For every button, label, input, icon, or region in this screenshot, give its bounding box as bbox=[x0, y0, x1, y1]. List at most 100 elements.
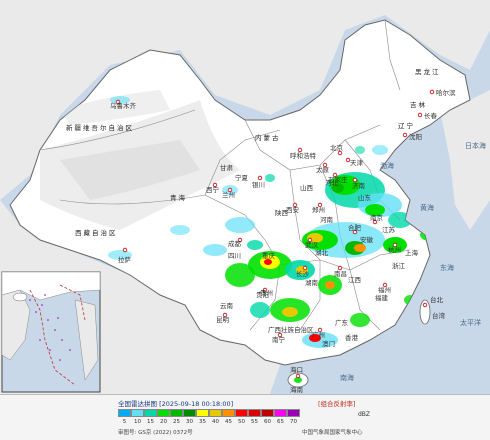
label-inner-mongolia: 内蒙古 bbox=[255, 133, 281, 142]
label-heilongjiang: 黑龙江 bbox=[415, 67, 441, 76]
label-nanjing: 南京 bbox=[370, 213, 384, 222]
label-shijiazhuang: 石家庄 bbox=[328, 175, 348, 184]
label-urumqi: 乌鲁木齐 bbox=[110, 101, 137, 110]
label-lanzhou: 兰州 bbox=[222, 190, 235, 199]
label-south-china-sea: 南海 bbox=[340, 373, 354, 382]
legend-tick-45: 45 bbox=[225, 419, 232, 425]
label-guangdong: 广东 bbox=[335, 318, 349, 327]
label-chongqing: 重庆 bbox=[262, 251, 276, 260]
legend-tick-5: 5 bbox=[122, 419, 127, 425]
legend-tick-65: 65 bbox=[277, 419, 284, 425]
label-yinchuan: 银川 bbox=[252, 180, 265, 189]
legend-color-bar bbox=[118, 409, 300, 417]
label-japan-sea: 日本海 bbox=[465, 141, 486, 150]
neighbour-land-north bbox=[0, 0, 490, 200]
label-shanxi: 山西 bbox=[300, 183, 314, 192]
label-hunan: 湖南 bbox=[305, 278, 319, 287]
label-jilin: 吉林 bbox=[410, 100, 427, 109]
label-zhengzhou: 郑州 bbox=[312, 206, 325, 214]
label-jiangsu: 江苏 bbox=[382, 225, 396, 234]
label-sichuan: 四川 bbox=[228, 252, 241, 260]
label-anhui: 安徽 bbox=[360, 235, 374, 244]
label-guangzhou: 广州 bbox=[312, 330, 325, 339]
legend-swatch-55 bbox=[248, 409, 261, 417]
label-pacific: 太平洋 bbox=[460, 318, 481, 327]
legend-unit: dBZ bbox=[358, 411, 371, 418]
region-labels: 黑龙江 吉林 辽宁 新疆维吾尔自治区 西藏自治区 青海 内蒙古 甘肃 宁夏 陕西… bbox=[66, 67, 446, 394]
taiwan-island bbox=[419, 299, 431, 325]
label-nanchang: 南昌 bbox=[334, 269, 347, 278]
label-macau: 澳门 bbox=[322, 339, 335, 348]
label-haikou: 海口 bbox=[290, 365, 303, 374]
legend-ticks: 5 10 15 20 25 30 35 40 45 50 55 60 65 70 bbox=[118, 419, 300, 425]
capital-markers bbox=[115, 89, 435, 379]
legend-tick-70: 70 bbox=[290, 419, 297, 425]
south-china-sea-inset bbox=[1, 271, 101, 393]
label-shanghai: 上海 bbox=[405, 248, 419, 257]
label-nanning: 南宁 bbox=[272, 335, 286, 344]
label-kunming: 昆明 bbox=[216, 316, 230, 324]
label-taiwan: 台湾 bbox=[432, 311, 446, 320]
legend-title: 全国雷达拼图 [2025-09-18 00:18:00] bbox=[118, 400, 234, 408]
label-wuhan: 武汉 bbox=[305, 240, 319, 249]
map-canvas: 黑龙江 吉林 辽宁 新疆维吾尔自治区 西藏自治区 青海 内蒙古 甘肃 宁夏 陕西… bbox=[0, 0, 490, 394]
label-gansu: 甘肃 bbox=[220, 163, 234, 172]
legend-tick-60: 60 bbox=[264, 419, 271, 425]
label-beijing: 北京 bbox=[330, 143, 344, 152]
terrain-shading bbox=[40, 90, 240, 230]
legend-product: [组合反射率] bbox=[318, 400, 356, 408]
legend-tick-50: 50 bbox=[238, 419, 245, 425]
label-shenyang: 沈阳 bbox=[409, 132, 422, 141]
ocean-labels: 日本海 渤海 黄海 东海 太平洋 南海 bbox=[340, 141, 486, 382]
label-zhejiang: 浙江 bbox=[392, 261, 406, 270]
label-yunnan: 云南 bbox=[220, 301, 234, 310]
label-yellow-sea: 黄海 bbox=[420, 203, 434, 212]
label-xining: 西宁 bbox=[206, 185, 220, 194]
legend-tick-35: 35 bbox=[199, 419, 206, 425]
legend-tick-15: 15 bbox=[147, 419, 154, 425]
legend-swatch-10 bbox=[131, 409, 144, 417]
legend-swatch-5 bbox=[118, 409, 131, 417]
label-henan: 河南 bbox=[320, 215, 334, 224]
label-tianjin: 天津 bbox=[350, 159, 364, 167]
label-qinghai: 青海 bbox=[170, 193, 187, 202]
label-hainan: 海南 bbox=[290, 385, 304, 394]
label-taiyuan: 太原 bbox=[316, 165, 330, 174]
label-bohai: 渤海 bbox=[380, 161, 394, 170]
label-shaanxi: 陕西 bbox=[275, 208, 289, 217]
agency-name: 中国气象局国家气象中心 bbox=[302, 430, 363, 436]
label-tibet: 西藏自治区 bbox=[75, 228, 118, 237]
label-hong-kong: 香港 bbox=[345, 333, 359, 342]
city-labels: 哈尔滨 长春 沈阳 乌鲁木齐 呼和浩特 拉萨 西宁 兰州 银川 西安 太原 石家… bbox=[110, 88, 456, 374]
legend-panel bbox=[0, 394, 490, 440]
label-hangzhou: 杭州 bbox=[388, 245, 401, 254]
legend-tick-25: 25 bbox=[173, 419, 180, 425]
legend-swatch-50 bbox=[235, 409, 248, 417]
legend-swatch-20 bbox=[157, 409, 170, 417]
legend-tick-30: 30 bbox=[186, 419, 193, 425]
label-lhasa: 拉萨 bbox=[118, 255, 132, 264]
legend-swatch-25 bbox=[170, 409, 183, 417]
label-hebei: 河北 bbox=[325, 179, 339, 187]
legend-tick-20: 20 bbox=[160, 419, 167, 425]
approval-number: 审图号: GS京 (2022) 0372号 bbox=[118, 430, 193, 436]
neighbour-land-korea-japan bbox=[440, 90, 490, 230]
label-east-china-sea: 东海 bbox=[440, 263, 454, 272]
legend-swatch-35 bbox=[196, 409, 209, 417]
label-liaoning: 辽宁 bbox=[398, 121, 415, 130]
legend-swatch-65 bbox=[274, 409, 287, 417]
label-guangxi: 广西壮族自治区 bbox=[268, 325, 314, 334]
hainan-echo bbox=[294, 377, 302, 383]
label-hubei: 湖北 bbox=[315, 248, 329, 257]
label-jiangxi: 江西 bbox=[348, 276, 362, 284]
label-taipei: 台北 bbox=[430, 295, 444, 304]
label-fuzhou: 福州 bbox=[378, 285, 391, 294]
legend-swatch-70 bbox=[287, 409, 300, 417]
label-hefei: 合肥 bbox=[348, 223, 362, 232]
label-fujian: 福建 bbox=[375, 293, 389, 302]
legend-tick-55: 55 bbox=[251, 419, 258, 425]
label-chengdu: 成都 bbox=[228, 239, 242, 248]
label-xinjiang: 新疆维吾尔自治区 bbox=[66, 123, 134, 132]
label-changsha: 长沙 bbox=[296, 269, 310, 278]
